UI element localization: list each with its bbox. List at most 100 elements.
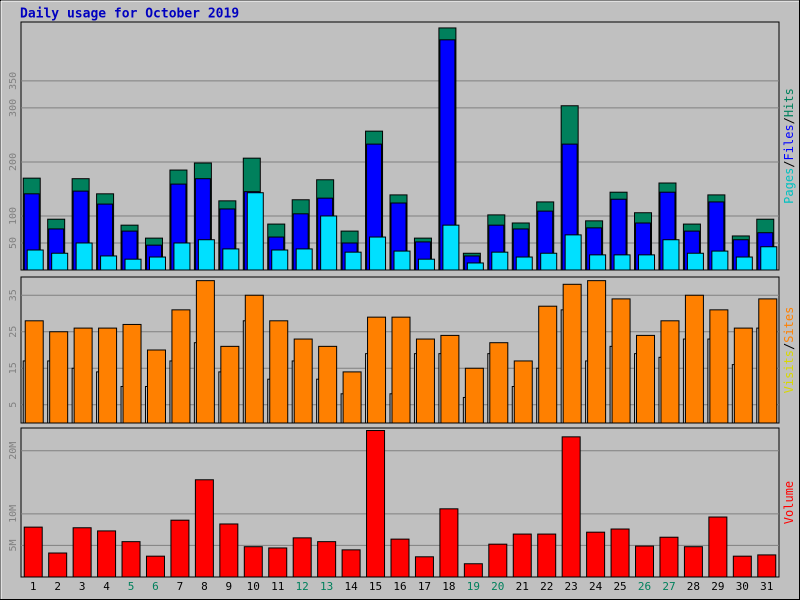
bar [442, 224, 460, 271]
bar [98, 327, 118, 424]
bar [586, 531, 606, 578]
bar [73, 327, 93, 424]
y-tick-label: 50 [8, 237, 19, 249]
bar [638, 254, 656, 271]
bar [758, 298, 778, 424]
bar [295, 248, 313, 271]
y-tick-label: 5M [8, 539, 19, 551]
bar [170, 519, 190, 578]
bar [466, 262, 484, 271]
bar [293, 338, 313, 424]
x-tick-label: 4 [103, 580, 110, 593]
bar [369, 236, 387, 271]
bar [635, 545, 655, 578]
bar [393, 250, 411, 271]
x-tick-label: 24 [589, 580, 603, 593]
bar [292, 537, 312, 578]
bar [610, 528, 630, 578]
legend: Volume [782, 481, 796, 524]
bar [440, 334, 460, 424]
bar [195, 280, 215, 424]
x-tick-label: 29 [711, 580, 724, 593]
x-tick-label: 8 [201, 580, 208, 593]
legend-entry: Visits [782, 350, 796, 393]
bar [564, 234, 582, 271]
bar [197, 239, 215, 271]
bar [342, 371, 362, 424]
bar [417, 258, 435, 271]
bar [414, 556, 434, 578]
bar [515, 256, 533, 271]
y-tick-label: 350 [8, 72, 19, 90]
bar [464, 367, 484, 424]
x-tick-label: 6 [152, 580, 159, 593]
bar [711, 250, 729, 271]
x-tick-label: 21 [516, 580, 529, 593]
bar [732, 555, 752, 578]
bar [538, 305, 558, 424]
bar [686, 252, 704, 271]
x-tick-label: 23 [565, 580, 578, 593]
bar [684, 294, 704, 424]
bar [222, 248, 240, 271]
bar [540, 252, 558, 271]
x-tick-label: 5 [128, 580, 135, 593]
bar [589, 254, 607, 271]
x-tick-label: 27 [662, 580, 675, 593]
bar [587, 280, 607, 424]
bar [268, 547, 288, 578]
x-tick-label: 20 [491, 580, 504, 593]
x-tick-label: 26 [638, 580, 651, 593]
bar [243, 546, 263, 578]
y-tick-label: 200 [8, 153, 19, 171]
bar [148, 256, 166, 271]
x-tick-label: 22 [540, 580, 553, 593]
y-tick-label: 35 [8, 289, 19, 301]
bar [659, 536, 679, 578]
y-tick-label: 300 [8, 99, 19, 117]
legend-entry: Hits [782, 88, 796, 117]
bar [367, 316, 387, 424]
x-tick-label: 9 [226, 580, 233, 593]
bar [760, 246, 778, 271]
bar [173, 242, 191, 271]
bar [122, 323, 142, 424]
bar [390, 538, 410, 578]
bar [366, 430, 386, 578]
bar [512, 533, 532, 578]
x-tick-label: 7 [177, 580, 184, 593]
bar [49, 331, 69, 424]
bar [97, 530, 117, 578]
legend-entry: Sites [782, 307, 796, 343]
bar [562, 283, 582, 424]
y-tick-label: 15 [8, 362, 19, 374]
bar [757, 554, 777, 578]
x-tick-label: 19 [467, 580, 480, 593]
bar [219, 523, 239, 578]
bar [489, 342, 509, 424]
legend: Visits/Sites [782, 307, 796, 394]
bar [244, 294, 264, 424]
bar [75, 242, 93, 271]
bar [171, 309, 191, 424]
bar [318, 345, 338, 424]
bar [561, 436, 581, 578]
bar [415, 338, 435, 424]
x-tick-label: 14 [344, 580, 358, 593]
legend-entry: Pages [782, 168, 796, 204]
bar [611, 298, 631, 424]
x-tick-label: 16 [393, 580, 406, 593]
bar [271, 249, 289, 271]
legend: Pages/Files/Hits [782, 88, 796, 204]
legend-entry: Files [782, 124, 796, 160]
y-tick-label: 25 [8, 326, 19, 338]
bar [463, 563, 483, 578]
bar [344, 251, 362, 271]
x-tick-label: 2 [54, 580, 61, 593]
bar [220, 345, 240, 424]
bar [709, 309, 729, 424]
bar [26, 249, 44, 271]
x-tick-label: 11 [271, 580, 284, 593]
